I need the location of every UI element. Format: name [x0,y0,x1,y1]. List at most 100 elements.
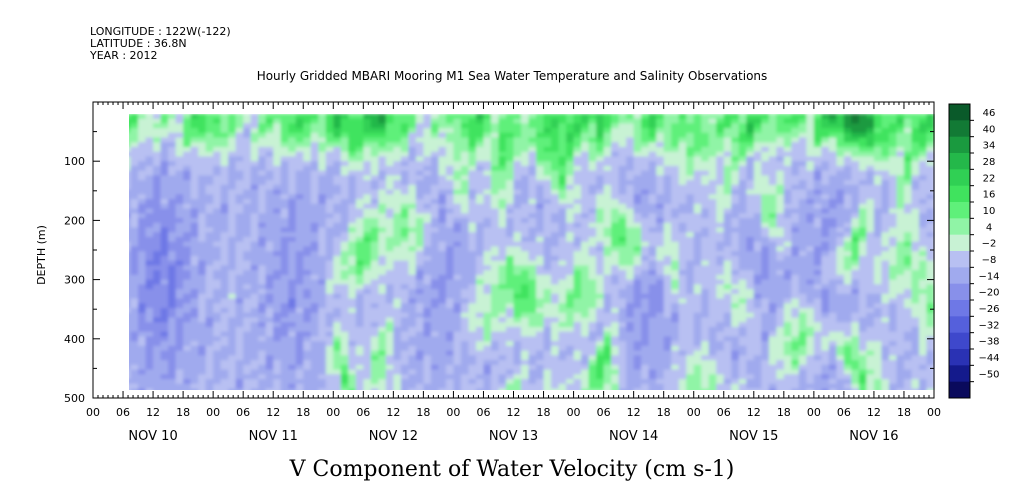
heatmap-cell [671,255,680,262]
heatmap-cell [198,270,207,276]
heatmap-cell [220,114,229,120]
heatmap-cell [258,350,267,356]
heatmap-cell [280,227,289,233]
heatmap-cell [303,137,312,143]
heatmap-cell [656,194,665,200]
heatmap-cell [656,331,665,338]
heatmap-cell [393,374,402,380]
heatmap-cell [566,383,575,390]
heatmap-cell [603,236,612,243]
heatmap-cell [716,180,725,186]
heatmap-cell [423,293,432,300]
heatmap-cell [596,364,605,371]
heatmap-cell [363,293,372,300]
heatmap-cell [355,203,364,210]
heatmap-cell [430,274,440,281]
heatmap-cell [235,251,244,257]
heatmap-cell [250,369,259,375]
heatmap-cell [430,279,440,285]
heatmap-cell [505,170,515,177]
heatmap-cell [656,308,665,314]
heatmap-cell [160,241,169,248]
heatmap-cell [265,298,274,304]
heatmap-cell [370,312,379,319]
heatmap-cell [385,326,394,333]
heatmap-cell [340,298,349,304]
heatmap-cell [731,326,740,333]
heatmap-cell [400,236,409,243]
heatmap-cell [348,312,357,319]
heatmap-cell [671,322,680,328]
heatmap-cell [656,232,665,238]
heatmap-cell [708,184,717,191]
heatmap-cell [318,336,327,342]
heatmap-cell [303,246,312,252]
heatmap-cell [310,279,319,285]
heatmap-cell [205,175,214,181]
heatmap-cell [348,265,357,271]
heatmap-cell [288,345,297,352]
heatmap-cell [205,317,214,323]
heatmap-cell [536,161,545,167]
heatmap-cell [551,213,560,219]
heatmap-cell [453,180,462,186]
heatmap-cell [678,336,687,342]
heatmap-cell [400,151,409,158]
heatmap-cell [235,345,244,352]
heatmap-cell [536,345,545,352]
heatmap-cell [153,350,162,356]
heatmap-cell [129,255,132,262]
heatmap-cell [596,383,605,390]
heatmap-cell [603,317,612,323]
heatmap-cell [198,114,207,120]
heatmap-cell [468,165,477,172]
heatmap-cell [490,151,500,158]
heatmap-cell [228,208,237,214]
heatmap-cell [138,151,147,158]
heatmap-cell [566,227,575,233]
heatmap-cell [753,255,762,262]
heatmap-cell [430,156,440,162]
heatmap-cell [273,227,282,233]
heatmap-cell [430,222,440,229]
heatmap-cell [318,146,327,153]
heatmap-cell [303,298,312,304]
heatmap-cell [160,284,169,290]
heatmap-cell [318,255,327,262]
heatmap-cell [528,241,537,248]
heatmap-cell [641,379,650,385]
heatmap-cell [303,355,312,361]
heatmap-cell [243,265,252,271]
heatmap-cell [528,260,537,266]
heatmap-cell [468,170,477,177]
heatmap-cell [460,279,470,285]
heatmap-cell [671,345,680,352]
heatmap-cell [483,118,492,124]
heatmap-cell [205,293,214,300]
heatmap-cell [303,293,312,300]
heatmap-cell [130,336,139,342]
heatmap-cell [663,123,672,129]
heatmap-cell [228,175,237,181]
heatmap-cell [588,255,597,262]
heatmap-cell [175,151,184,158]
heatmap-cell [468,194,477,200]
heatmap-cell [588,388,597,390]
heatmap-cell [603,184,612,191]
heatmap-cell [633,132,642,139]
heatmap-cell [573,236,582,243]
heatmap-cell [340,156,349,162]
heatmap-cell [521,274,530,281]
heatmap-cell [475,360,485,366]
heatmap-cell [498,379,507,385]
heatmap-cell [716,383,725,390]
heatmap-cell [626,341,635,347]
heatmap-cell [746,151,755,158]
heatmap-cell [430,203,440,210]
heatmap-cell [325,151,334,158]
heatmap-cell [235,170,244,177]
heatmap-cell [581,175,590,181]
heatmap-cell [198,118,207,124]
heatmap-cell [671,194,680,200]
heatmap-cell [153,175,162,181]
